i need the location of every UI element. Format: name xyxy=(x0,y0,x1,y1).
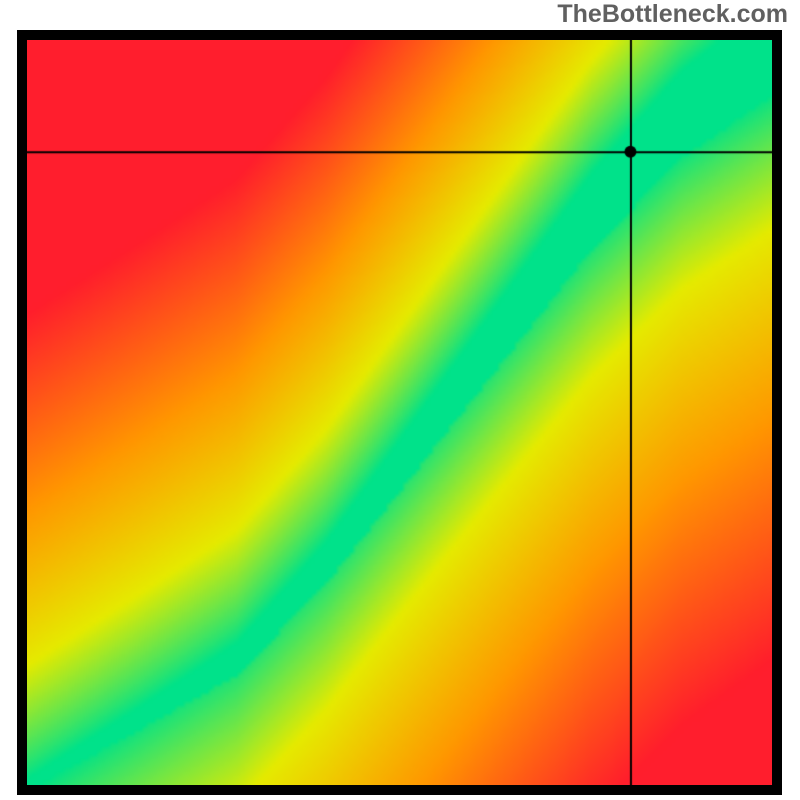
watermark-text: TheBottleneck.com xyxy=(557,0,788,29)
crosshair-overlay xyxy=(27,40,772,785)
plot-frame xyxy=(17,30,782,795)
